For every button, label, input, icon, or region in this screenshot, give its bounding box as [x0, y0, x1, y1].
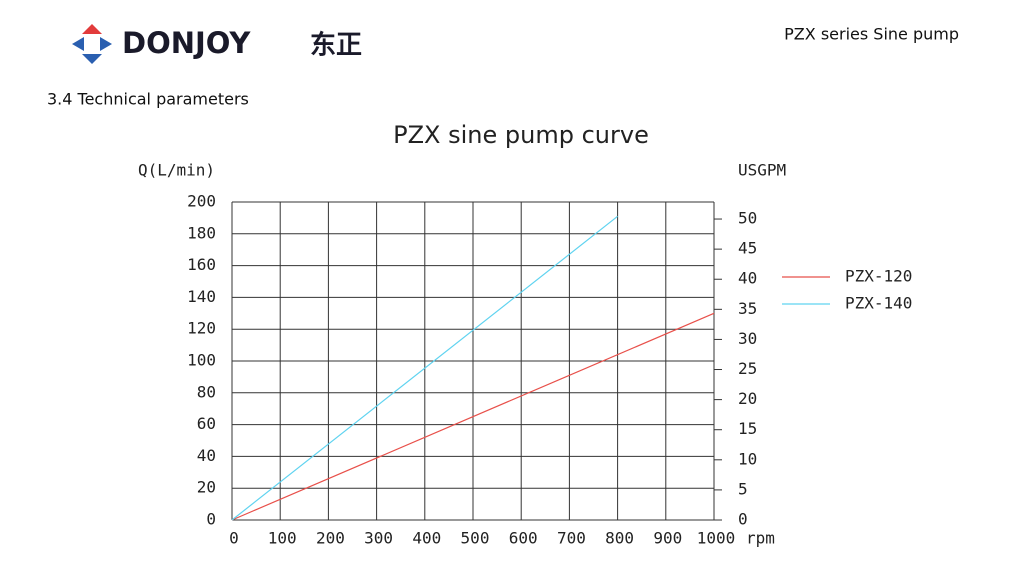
x-tick-label: 0 — [229, 529, 239, 548]
x-tick-label: 700 — [557, 529, 586, 548]
y-tick-label: 140 — [187, 287, 216, 306]
legend-label: PZX-140 — [845, 294, 912, 313]
section-title: 3.4 Technical parameters — [47, 90, 249, 109]
y2-tick-label: 10 — [738, 449, 757, 468]
logo-cn: 东正 — [310, 30, 362, 61]
y-axis-label: Q(L/min) — [138, 161, 215, 180]
y2-tick-label: 40 — [738, 269, 757, 288]
y-tick-label: 60 — [197, 414, 216, 433]
y2-axis-label: USGPM — [738, 161, 786, 180]
x-tick-label: 100 — [268, 529, 297, 548]
y-tick-label: 160 — [187, 255, 216, 274]
x-tick-label: 600 — [509, 529, 538, 548]
y-tick-label: 40 — [197, 446, 216, 465]
y-tick-label: 200 — [187, 192, 216, 211]
x-tick-label: 500 — [461, 529, 490, 548]
data-line — [231, 312, 715, 521]
y2-tick-label: 0 — [738, 510, 748, 529]
x-tick-label: 800 — [605, 529, 634, 548]
logo-mark — [72, 37, 84, 51]
y-tick-label: 180 — [187, 223, 216, 242]
y2-tick-label: 15 — [738, 419, 757, 438]
y-tick-label: 100 — [187, 351, 216, 370]
y-tick-label: 20 — [197, 478, 216, 497]
logo-text: DONJOY — [122, 26, 251, 60]
logo-mark — [82, 24, 102, 34]
y-tick-label: 0 — [206, 510, 216, 529]
x-tick-label: 1000 — [697, 529, 736, 548]
y2-tick-label: 30 — [738, 329, 757, 348]
y2-tick-label: 5 — [738, 479, 748, 498]
legend-label: PZX-120 — [845, 267, 912, 286]
doc-title: PZX series Sine pump — [784, 25, 959, 44]
y2-tick-label: 50 — [738, 209, 757, 228]
x-tick-label: 900 — [653, 529, 682, 548]
logo: DONJOY 东正 — [72, 24, 362, 64]
data-line — [231, 215, 618, 521]
y-tick-label: 120 — [187, 319, 216, 338]
logo-mark — [100, 37, 112, 51]
chart-title: PZX sine pump curve — [393, 121, 649, 149]
y2-tick-label: 45 — [738, 239, 757, 258]
x-tick-label: 400 — [412, 529, 441, 548]
x-tick-label: 200 — [316, 529, 345, 548]
y2-tick-label: 35 — [738, 299, 757, 318]
y-tick-label: 80 — [197, 382, 216, 401]
logo-mark — [82, 54, 102, 64]
x-axis-label: rpm — [746, 529, 775, 548]
y2-tick-label: 20 — [738, 389, 757, 408]
y2-tick-label: 25 — [738, 359, 757, 378]
x-tick-label: 300 — [364, 529, 393, 548]
